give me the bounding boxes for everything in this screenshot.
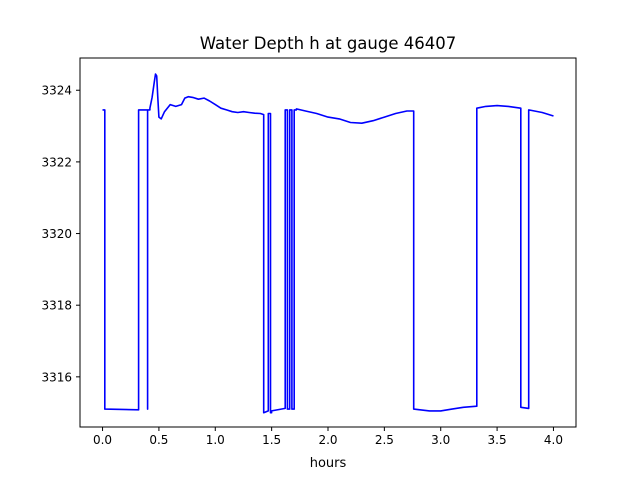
y-tick-label: 3324 — [41, 84, 72, 98]
x-tick-label: 3.5 — [488, 433, 507, 447]
y-tick-label: 3318 — [41, 299, 72, 313]
x-axis-label: hours — [310, 456, 347, 471]
y-tick-label: 3316 — [41, 370, 72, 384]
y-tick-label: 3322 — [41, 155, 72, 169]
chart-title: Water Depth h at gauge 46407 — [200, 34, 456, 53]
x-tick-label: 2.5 — [375, 433, 394, 447]
x-tick-label: 3.0 — [431, 433, 450, 447]
y-axis-ticks: 3316 3318 3320 3322 3324 — [41, 84, 80, 384]
series-line-water-depth — [102, 73, 554, 414]
x-axis-ticks: 0.0 0.5 1.0 1.5 2.0 2.5 3.0 3.5 4.0 — [93, 427, 563, 447]
x-tick-label: 2.0 — [318, 433, 337, 447]
x-tick-label: 1.0 — [206, 433, 225, 447]
x-tick-label: 0.0 — [93, 433, 112, 447]
x-tick-label: 4.0 — [544, 433, 563, 447]
x-tick-label: 1.5 — [262, 433, 281, 447]
x-tick-label: 0.5 — [149, 433, 168, 447]
y-tick-label: 3320 — [41, 227, 72, 241]
